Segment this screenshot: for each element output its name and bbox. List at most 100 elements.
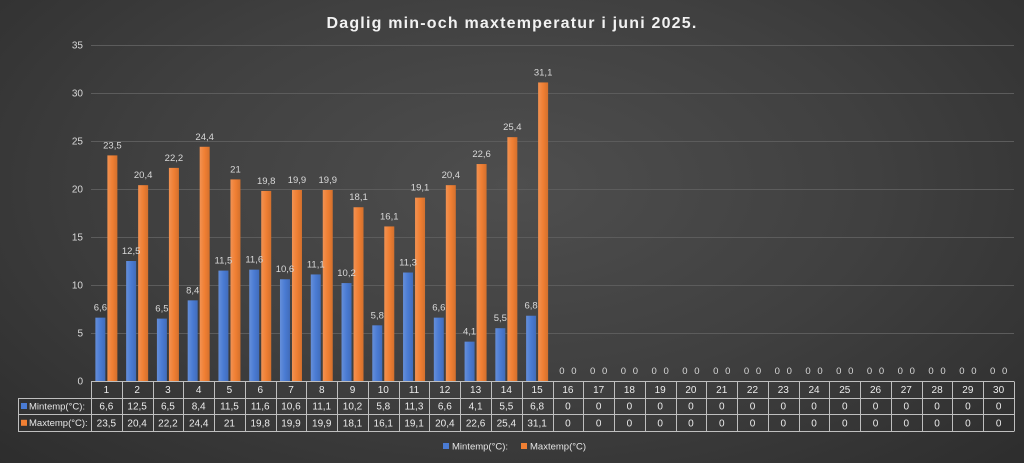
category-label-5: 5 [227, 385, 233, 396]
mintemp-data-label-day-3: 6,5 [155, 304, 168, 315]
mintemp-bar-day-15 [526, 315, 537, 381]
mintemp-bar-day-10 [372, 325, 383, 381]
maxtemp-bar-day-1 [107, 155, 118, 381]
mintemp-data-label-day-11: 11,3 [399, 258, 417, 269]
category-label-25: 25 [839, 385, 851, 396]
data-labels: 6,6 12,5 6,5 8,4 11,5 11,6 10,6 11,1 10,2 5,8 11,3… [94, 67, 1007, 377]
maxtemp-bar-day-10 [384, 226, 395, 381]
mintemp-table-cell-day-28: 0 [934, 402, 940, 413]
maxtemp-data-label-day-2: 20,4 [134, 170, 153, 181]
mintemp-data-label-day-20: 0 [682, 366, 687, 377]
maxtemp-data-label-day-11: 19,1 [411, 183, 430, 194]
category-label-24: 24 [808, 385, 820, 396]
maxtemp-table-cell-day-29: 0 [965, 418, 971, 429]
maxtemp-table-cell-day-23: 0 [780, 418, 786, 429]
category-label-4: 4 [196, 385, 202, 396]
category-label-1: 1 [104, 385, 110, 396]
maxtemp-table-cell-day-20: 0 [688, 418, 694, 429]
mintemp-data-label-day-6: 11,6 [245, 255, 263, 266]
mintemp-data-label-day-27: 0 [898, 366, 903, 377]
mintemp-data-label-day-2: 12,5 [122, 246, 141, 257]
maxtemp-data-label-day-4: 24,4 [195, 132, 214, 143]
mintemp-bar-day-7 [279, 279, 290, 381]
maxtemp-bar-day-8 [322, 189, 333, 381]
mintemp-table-cell-day-25: 0 [842, 402, 848, 413]
mintemp-table-cell-day-14: 5,5 [499, 402, 513, 413]
mintemp-data-label-day-18: 0 [621, 366, 626, 377]
mintemp-table-cell-day-22: 0 [750, 402, 756, 413]
maxtemp-data-label-day-14: 25,4 [503, 122, 522, 133]
mintemp-table-cell-day-4: 8,4 [192, 402, 206, 413]
mintemp-data-label-day-25: 0 [836, 366, 841, 377]
mintemp-table-cell-day-5: 11,5 [220, 402, 239, 413]
legend-min-swatch [443, 443, 449, 449]
mintemp-data-label-day-21: 0 [713, 366, 718, 377]
maxtemp-table-cell-day-21: 0 [719, 418, 725, 429]
category-label-2: 2 [134, 385, 140, 396]
y-tick-label-25: 25 [72, 137, 84, 148]
y-tick-label-35: 35 [72, 41, 84, 52]
mintemp-data-label-day-9: 10,2 [337, 268, 356, 279]
mintemp-table-cell-day-17: 0 [596, 402, 602, 413]
maxtemp-table-cell-day-24: 0 [811, 418, 817, 429]
maxtemp-data-label-day-8: 19,9 [319, 175, 338, 186]
maxtemp-table-cell-day-28: 0 [934, 418, 940, 429]
maxtemp-data-label-day-30: 0 [1002, 366, 1007, 377]
y-tick-label-0: 0 [77, 377, 83, 388]
maxtemp-table-cell-day-19: 0 [657, 418, 663, 429]
maxtemp-table-cell-day-8: 19,9 [312, 418, 332, 429]
category-label-16: 16 [562, 385, 574, 396]
y-tick-label-15: 15 [72, 233, 84, 244]
maxtemp-data-label-day-9: 18,1 [349, 192, 368, 203]
maxtemp-table-cell-day-1: 23,5 [97, 418, 117, 429]
maxtemp-table-cell-day-2: 20,4 [127, 418, 147, 429]
category-label-10: 10 [378, 385, 390, 396]
mintemp-data-label-day-16: 0 [559, 366, 564, 377]
y-tick-label-20: 20 [72, 185, 84, 196]
maxtemp-table-cell-day-5: 21 [224, 418, 236, 429]
category-label-13: 13 [470, 385, 482, 396]
category-label-17: 17 [593, 385, 605, 396]
mintemp-table-cell-day-30: 0 [996, 402, 1002, 413]
mintemp-data-label-day-29: 0 [959, 366, 964, 377]
maxtemp-data-label-day-17: 0 [602, 366, 607, 377]
mintemp-table-cell-day-3: 6,5 [161, 402, 175, 413]
category-label-20: 20 [685, 385, 697, 396]
maxtemp-data-label-day-25: 0 [848, 366, 853, 377]
mintemp-data-label-day-17: 0 [590, 366, 595, 377]
category-label-14: 14 [501, 385, 513, 396]
category-label-30: 30 [993, 385, 1005, 396]
mintemp-data-label-day-10: 5,8 [371, 310, 384, 321]
mintemp-table-cell-day-1: 6,6 [99, 402, 113, 413]
chart-title: Daglig min-och maxtemperatur i juni 2025… [326, 15, 697, 32]
maxtemp-bar-day-2 [138, 185, 149, 381]
data-table-max-key-swatch [21, 419, 27, 426]
maxtemp-table-cell-day-14: 25,4 [497, 418, 517, 429]
mintemp-data-label-day-26: 0 [867, 366, 872, 377]
maxtemp-data-label-day-27: 0 [910, 366, 915, 377]
maxtemp-bar-day-12 [445, 185, 456, 381]
category-label-6: 6 [257, 385, 263, 396]
maxtemp-table-cell-day-10: 16,1 [374, 418, 394, 429]
mintemp-table-cell-day-13: 4,1 [469, 402, 483, 413]
maxtemp-data-label-day-1: 23,5 [103, 140, 122, 151]
maxtemp-data-label-day-22: 0 [756, 366, 761, 377]
maxtemp-data-label-day-19: 0 [664, 366, 669, 377]
maxtemp-data-label-day-7: 19,9 [288, 175, 307, 186]
mintemp-bar-day-13 [464, 341, 475, 381]
data-table-row-label-max: Maxtemp(°C): [29, 418, 88, 429]
maxtemp-table-cell-day-3: 22,2 [158, 418, 178, 429]
maxtemp-table-cell-day-6: 19,8 [250, 418, 270, 429]
maxtemp-table-cell-day-25: 0 [842, 418, 848, 429]
mintemp-data-label-day-23: 0 [775, 366, 780, 377]
maxtemp-bar-day-15 [538, 82, 549, 381]
mintemp-bar-day-3 [156, 318, 167, 381]
gridlines [91, 45, 1014, 334]
mintemp-table-cell-day-8: 11,1 [312, 402, 331, 413]
maxtemp-data-label-day-29: 0 [971, 366, 976, 377]
maxtemp-data-label-day-16: 0 [571, 366, 576, 377]
maxtemp-data-label-day-26: 0 [879, 366, 884, 377]
maxtemp-bar-day-3 [168, 167, 179, 381]
